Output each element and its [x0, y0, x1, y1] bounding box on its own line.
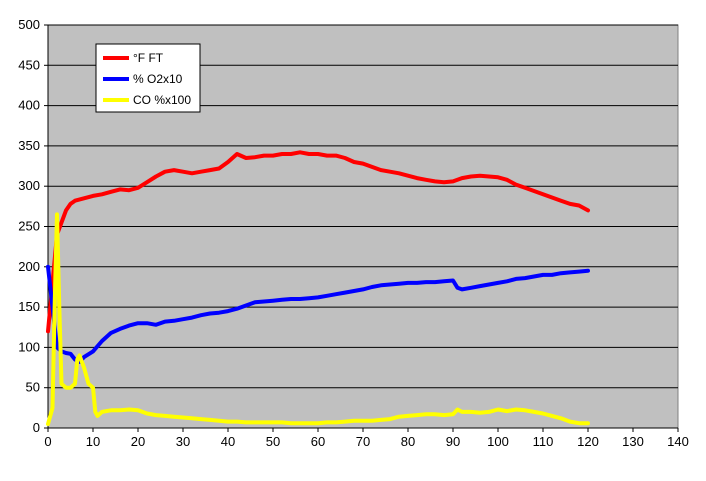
x-tick-label: 80 — [401, 434, 415, 449]
series-layer — [46, 150, 590, 426]
x-tick-label: 120 — [577, 434, 599, 449]
x-tick-label: 110 — [533, 434, 554, 449]
y-tick-label: 200 — [18, 259, 40, 274]
x-tick-label: 60 — [311, 434, 325, 449]
y-tick-label: 50 — [26, 380, 40, 395]
legend-label-ft: °F FT — [133, 51, 164, 65]
x-tick-label: 90 — [446, 434, 460, 449]
y-tick-label: 350 — [18, 138, 40, 153]
x-tick-label: 140 — [667, 434, 689, 449]
x-tick-label: 130 — [622, 434, 644, 449]
y-tick-label: 400 — [18, 98, 40, 113]
legend: °F FT % O2x10 CO %x100 — [95, 43, 201, 113]
x-tick-label: 10 — [86, 434, 100, 449]
x-tick-label: 30 — [176, 434, 190, 449]
x-tick-label: 50 — [266, 434, 280, 449]
x-tick-label: 0 — [44, 434, 51, 449]
y-tick-label: 450 — [18, 57, 40, 72]
x-tick-label: 40 — [221, 434, 235, 449]
series-line-co — [46, 212, 590, 426]
series-line-ft — [46, 150, 590, 334]
y-tick-label: 300 — [18, 178, 40, 193]
x-tick-label: 70 — [356, 434, 370, 449]
legend-label-o2: % O2x10 — [133, 72, 183, 86]
y-tick-label: 500 — [18, 17, 40, 32]
y-tick-label: 150 — [18, 299, 40, 314]
y-tick-label: 250 — [18, 219, 40, 234]
x-tick-label: 100 — [487, 434, 509, 449]
y-axis: 0 50 100 150 200 250 300 350 400 450 500 — [18, 17, 49, 435]
y-tick-label: 100 — [18, 339, 40, 354]
series-line-o2 — [46, 264, 590, 364]
x-axis: 0 10 20 30 40 50 60 70 80 90 100 110 120 130 140 — [44, 427, 689, 449]
legend-label-co: CO %x100 — [133, 93, 191, 107]
x-tick-label: 20 — [131, 434, 145, 449]
y-tick-label: 0 — [33, 420, 40, 435]
